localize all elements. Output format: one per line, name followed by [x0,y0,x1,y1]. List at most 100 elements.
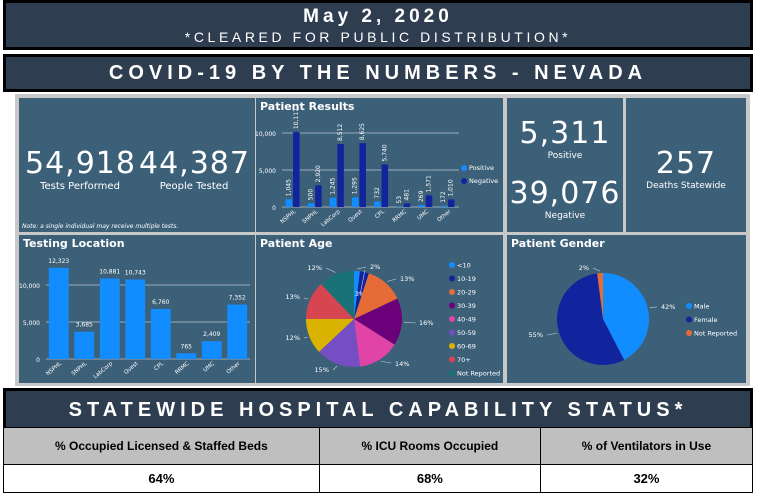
x-tick-label: CPL [153,360,165,372]
leader-line [303,297,309,300]
legend-marker-50-59 [449,329,455,336]
gender-label: 2% [579,264,589,272]
negative-label: Negative [544,211,586,221]
positive-value: 5,311 [519,116,611,151]
bar-umc [201,341,222,359]
x-tick-label: RRMC [174,361,190,376]
y-tick-label: 10,000 [19,283,40,290]
data-label: 269 [418,190,425,202]
data-label: 732 [374,187,381,199]
bar-positive-quest [351,197,359,207]
report-date: May 2, 2020 [303,6,453,27]
legend-label-positive: Positive [469,164,494,172]
patient-gender-chart: 42% 55% 2% Male Female Not Reported [529,264,737,365]
bar-negative-rrmc [403,203,411,207]
age-slice-40-49 [354,319,395,367]
bar-positive-other [440,205,447,207]
testing-location-title: Testing Location [23,237,125,250]
legend-label-10-19: 10-19 [457,275,476,283]
legend-marker-10-19 [449,275,455,282]
data-label: 481 [403,189,410,201]
x-tick-label: SNPHL [302,208,320,225]
data-label: 8,512 [337,124,344,141]
tests-performed-value: 54,918 [25,146,136,181]
legend-label-30-39: 30-39 [457,302,476,310]
leader-line [649,306,658,308]
x-tick-label: Quest [347,208,364,224]
tests-card: 54,918 Tests Performed 44,387 People Tes… [19,98,255,232]
x-tick-label: RRMC [392,209,408,224]
x-tick-label: CPL [374,208,386,220]
patient-results-title: Patient Results [260,100,355,113]
legend-label-not-reported: Not Reported [694,330,737,338]
data-label: 10,117 [293,108,300,129]
patient-gender-card: Patient Gender 42% 55% 2% Male Female Not Rep… [507,235,746,383]
data-label: 1,010 [448,179,455,196]
legend-label-20-29: 20-29 [457,289,476,297]
bar-positive-labcorp [329,197,337,207]
legend-marker-female [686,316,692,323]
leader-line [325,267,336,273]
data-label: 2,409 [203,331,220,338]
legend-marker-positive [461,165,467,171]
legend-label-50-59: 50-59 [457,329,476,337]
data-label: 10,743 [125,270,146,277]
bar-other [227,304,248,359]
age-label: 13% [286,293,300,301]
header-icu-rooms: % ICU Rooms Occupied [318,427,541,465]
bar-negative-snphl [315,185,322,207]
legend-marker-not-reported [449,370,455,376]
data-label: 5,740 [381,144,388,161]
leader-line [386,278,397,282]
y-tick-label: 5,000 [23,320,40,327]
x-tick-label: LabCorp [93,361,115,381]
legend-marker-40-49 [449,316,455,322]
age-slice-70 [306,284,354,319]
data-label: 1,295 [352,177,359,194]
bar-snphl [74,331,95,359]
leader-line [303,337,308,339]
x-tick-label: UMC [203,361,217,374]
hospital-status-title: STATEWIDE HOSPITAL CAPABILITY STATUS* [3,388,753,428]
data-label: 53 [396,196,403,204]
legend-marker-20-29 [449,289,455,295]
hospital-header-row: % Occupied Licensed & Staffed Beds % ICU… [3,427,754,465]
bar-positive-snphl [307,203,315,207]
title-header: COVID-19 BY THE NUMBERS - NEVADA [3,54,753,92]
bar-cpl [150,308,171,359]
positive-label: Positive [547,151,583,161]
legend-marker-70 [449,356,455,363]
patient-age-chart: 2% 3% 13% 16% 14% 15% 12% 13% 12% <10 10-19 20-29 30… [286,262,501,378]
results-kpi-card: 5,311 Positive 39,076 Negative [507,98,623,232]
gender-label: 42% [661,303,675,311]
bar-negative-cpl [381,164,389,207]
legend-label-10: <10 [457,262,471,270]
testing-location-chart: 0 5,000 10,000 12,323 NSPHL 3,685 SNPHL 10,881 L… [19,258,250,381]
age-slice-60-69 [306,319,354,352]
legend-marker-male [686,303,692,309]
legend-marker-10 [449,262,455,268]
deaths-label: Deaths Statewide [646,181,726,191]
distribution-note: *CLEARED FOR PUBLIC DISTRIBUTION* [184,29,572,45]
hospital-value-row: 64% 68% 32% [3,464,754,493]
tests-note: Note: a single individual may receive mu… [22,223,179,230]
positive-kpi: 5,311 Positive [507,116,623,161]
data-label: 765 [181,343,193,350]
data-label: 1,245 [330,177,337,194]
leader-line [546,332,558,336]
date-header: May 2, 2020 *CLEARED FOR PUBLIC DISTRIBU… [3,0,753,50]
legend-label-not-reported: Not Reported [457,370,500,378]
age-label: 12% [286,334,300,342]
bar-positive-nsphl [285,199,293,207]
y-tick-label: 0 [36,357,40,364]
x-tick-label: LabCorp [320,209,342,229]
tests-performed-kpi: 54,918 Tests Performed [25,146,135,192]
bar-negative-labcorp [337,144,344,207]
legend-label-70: 70+ [457,356,471,364]
people-tested-value: 44,387 [139,146,250,181]
gender-slice-not-reported [597,273,603,319]
legend-marker-30-39 [449,302,455,309]
age-slice-10 [354,271,361,319]
bar-negative-nsphl [293,132,300,207]
